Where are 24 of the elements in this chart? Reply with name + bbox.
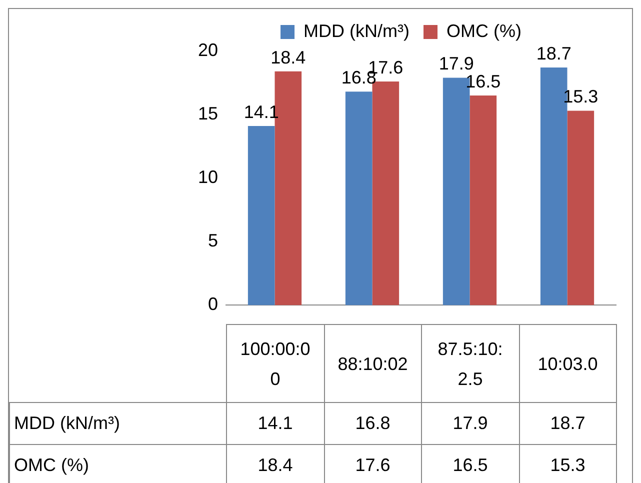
text: 15.3 bbox=[519, 444, 616, 483]
y-tick-label: 5 bbox=[208, 230, 218, 251]
legend-label: MDD (kN/m³) bbox=[304, 20, 410, 41]
x-tick-label: 100:00:00 bbox=[226, 324, 324, 402]
data-label: 18.4 bbox=[270, 47, 306, 68]
text: 18.7 bbox=[519, 402, 616, 444]
legend-label: OMC (%) bbox=[446, 20, 522, 41]
y-tick-label: 0 bbox=[208, 294, 218, 314]
x-tick-label: 87.5:10:2.5 bbox=[422, 324, 519, 402]
y-tick-label: 15 bbox=[198, 104, 218, 124]
text: MDD (kN/m³) bbox=[14, 413, 120, 433]
text: OMC (%) bbox=[14, 455, 89, 475]
data-label: 17.9 bbox=[438, 54, 474, 74]
y-tick-label: 20 bbox=[198, 40, 218, 60]
text: 17.6 bbox=[324, 444, 422, 483]
x-tick-label: 10:03.0 bbox=[519, 324, 616, 402]
text: 14.1 bbox=[226, 402, 324, 444]
data-label: 18.7 bbox=[536, 43, 572, 64]
x-tick-label: 88:10:02 bbox=[324, 324, 422, 402]
text: 16.5 bbox=[422, 444, 519, 483]
text: 18.4 bbox=[226, 444, 324, 483]
y-tick-label: 10 bbox=[198, 167, 218, 188]
text: 16.8 bbox=[324, 402, 422, 444]
text: 17.9 bbox=[422, 402, 519, 444]
